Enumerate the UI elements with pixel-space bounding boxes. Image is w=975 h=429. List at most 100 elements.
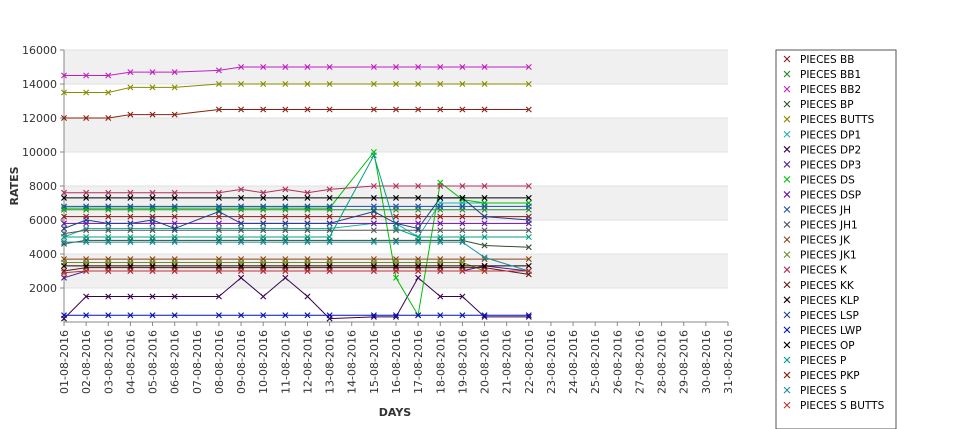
data-point (525, 194, 532, 201)
legend-label: PIECES KLP (800, 295, 859, 307)
data-point (525, 81, 532, 87)
data-point (304, 194, 311, 201)
data-point (437, 183, 444, 189)
data-point (105, 239, 112, 246)
data-point (260, 203, 267, 210)
data-point (238, 81, 245, 87)
data-point (304, 189, 311, 196)
data-point (83, 227, 90, 234)
legend-label: PIECES JK1 (800, 250, 857, 262)
data-point (304, 268, 311, 274)
data-point (481, 220, 488, 227)
data-point (370, 203, 377, 210)
data-point (393, 239, 399, 246)
data-point (215, 262, 222, 269)
data-point (525, 256, 532, 263)
data-point (459, 203, 466, 210)
legend-marker (783, 251, 791, 259)
legend-box (775, 49, 897, 429)
x-tick-label: 14-08-2016 (346, 330, 359, 394)
data-point (415, 239, 422, 246)
data-point (149, 262, 156, 269)
series-pieces-k (61, 183, 532, 196)
data-point (149, 234, 156, 240)
x-tick-label: 24-08-2016 (567, 330, 580, 394)
series-lines (61, 64, 532, 322)
data-point (393, 183, 399, 189)
data-point (171, 213, 178, 220)
data-point (393, 312, 399, 319)
data-point (304, 312, 311, 319)
data-point (61, 269, 67, 276)
data-point (215, 293, 222, 300)
x-tick-label: 15-08-2016 (368, 330, 381, 394)
data-point (238, 262, 245, 269)
data-point (260, 239, 267, 246)
data-point (481, 183, 488, 189)
data-point (326, 220, 333, 227)
data-point (238, 64, 245, 70)
data-point (481, 194, 488, 201)
data-point (149, 189, 156, 196)
data-point (459, 213, 466, 220)
data-point (149, 69, 156, 76)
data-point (437, 234, 444, 240)
data-point (171, 227, 178, 234)
data-point (215, 312, 222, 319)
grid-band (64, 152, 728, 186)
x-tick-label: 26-08-2016 (611, 330, 624, 394)
data-point (127, 69, 134, 76)
x-tick-label: 05-08-2016 (147, 330, 160, 394)
data-point (481, 312, 488, 319)
data-point (260, 268, 267, 274)
data-point (370, 262, 377, 269)
legend-label: PIECES JH1 (800, 220, 858, 232)
series-pieces-pkp (61, 106, 532, 121)
data-point (459, 234, 466, 240)
data-point (127, 239, 134, 246)
legend-label: PIECES P (800, 355, 846, 367)
data-point (149, 111, 156, 118)
data-point (393, 227, 399, 234)
data-point (238, 227, 245, 234)
data-point (415, 225, 422, 232)
legend-marker (783, 160, 791, 168)
data-point (525, 262, 532, 269)
data-point (525, 268, 532, 274)
data-point (61, 312, 67, 319)
data-point (326, 239, 333, 246)
data-point (61, 274, 67, 281)
data-point (393, 262, 399, 269)
data-point (105, 220, 112, 227)
data-point (393, 81, 399, 87)
data-point (127, 203, 134, 210)
data-point (105, 189, 112, 196)
data-point (282, 262, 289, 269)
data-point (171, 203, 178, 210)
data-point (61, 203, 67, 210)
legend-label: PIECES BUTTS (800, 114, 875, 126)
legend-marker (783, 221, 791, 228)
legend-marker (783, 236, 791, 243)
data-point (105, 227, 112, 234)
legend-label: PIECES JK (800, 235, 851, 247)
series-pieces-op (61, 194, 532, 201)
plot-bands (64, 49, 728, 322)
data-point (437, 64, 444, 70)
data-point (282, 268, 289, 274)
legend: PIECES BB PIECES BB1 PIECES BB2 PIECES BP PI… (775, 49, 897, 429)
x-tick-label: 03-08-2016 (102, 330, 115, 394)
x-tick-label: 21-08-2016 (501, 330, 514, 394)
data-point (149, 239, 156, 246)
data-point (415, 81, 422, 87)
data-point (215, 208, 222, 215)
data-point (105, 234, 112, 240)
data-point (393, 64, 399, 70)
data-point (260, 194, 267, 201)
data-point (481, 242, 488, 249)
data-point (105, 89, 112, 96)
data-point (459, 220, 466, 227)
data-point (238, 186, 245, 193)
data-point (149, 84, 156, 91)
legend-marker (783, 311, 791, 319)
